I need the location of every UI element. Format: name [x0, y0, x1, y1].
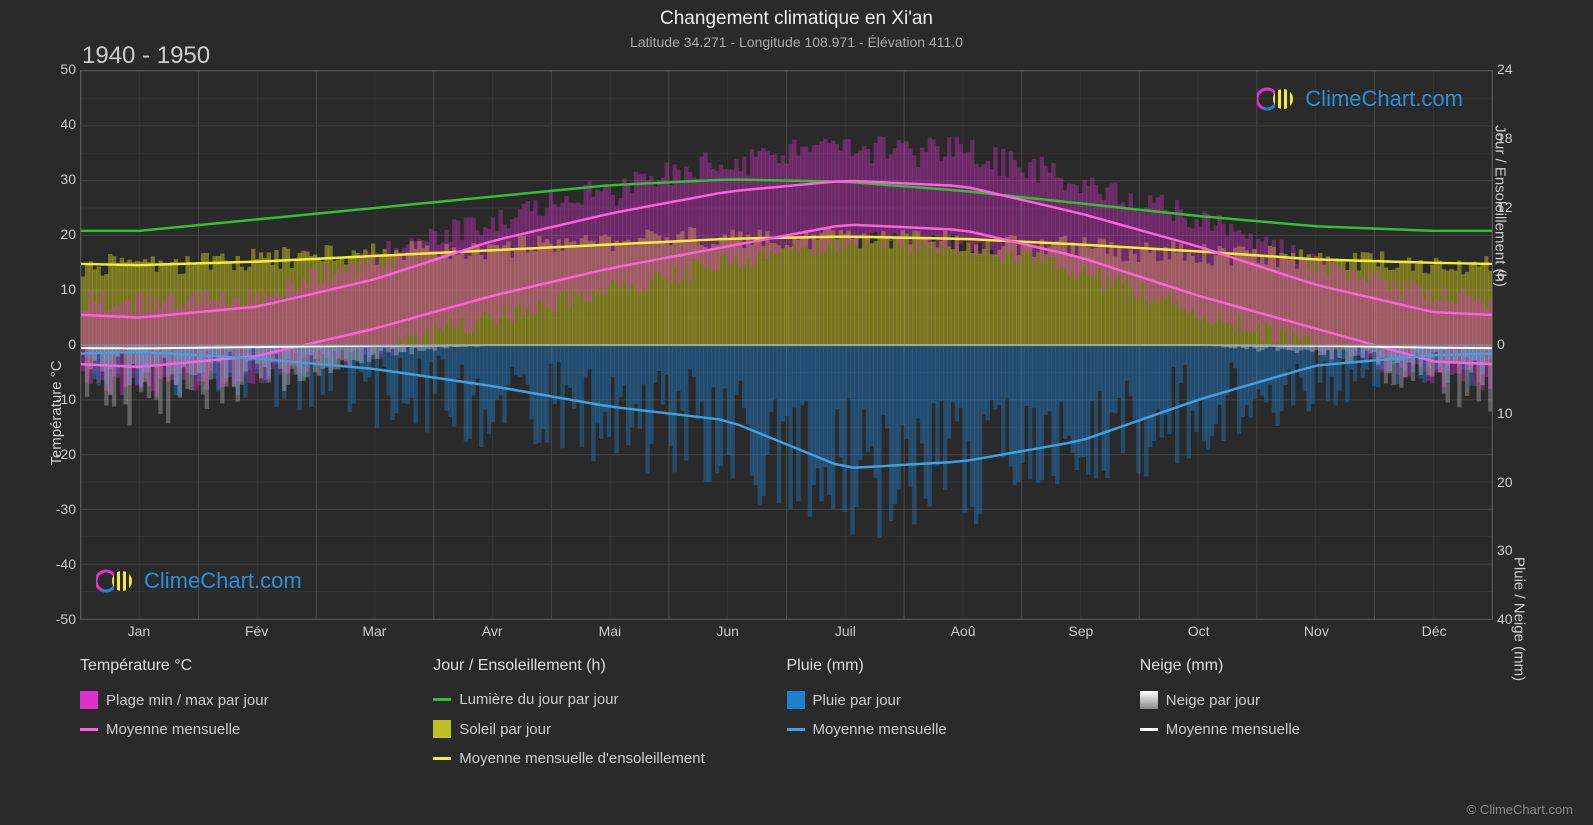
legend-item-sunshine-avg: Moyenne mensuelle d'ensoleillement — [433, 750, 786, 767]
month-label: Avr — [482, 623, 503, 639]
y-left-tick: -50 — [56, 611, 76, 627]
y-left-tick: 0 — [68, 336, 76, 352]
legend-header-sun: Jour / Ensoleillement (h) — [433, 657, 786, 675]
legend-line-sunshine-avg — [433, 757, 451, 760]
y-left-tick: 30 — [60, 171, 76, 187]
legend-item-sunshine-fill: Soleil par jour — [433, 720, 786, 738]
climate-chart: Changement climatique en Xi'an Latitude … — [0, 0, 1593, 825]
legend-item-snow-avg: Moyenne mensuelle — [1140, 721, 1493, 738]
month-label: Jun — [716, 623, 739, 639]
watermark-text: ClimeChart.com — [144, 568, 302, 594]
climechart-logo-icon — [96, 567, 136, 595]
y-right-top-tick: 0 — [1497, 336, 1505, 352]
legend-label: Plage min / max par jour — [106, 692, 269, 709]
legend-header-rain: Pluie (mm) — [787, 657, 1140, 675]
legend-label: Moyenne mensuelle — [1166, 721, 1300, 738]
watermark-bottom: ClimeChart.com — [96, 567, 302, 595]
y-left-tick: -10 — [56, 391, 76, 407]
legend-swatch-rain — [787, 691, 805, 709]
legend-item-rain-avg: Moyenne mensuelle — [787, 721, 1140, 738]
y-left-tick: -20 — [56, 446, 76, 462]
month-label: Oct — [1188, 623, 1210, 639]
legend-label: Moyenne mensuelle — [813, 721, 947, 738]
legend-label: Moyenne mensuelle — [106, 721, 240, 738]
legend-header-temp: Température °C — [80, 657, 433, 675]
y-right-top-tick: 24 — [1497, 61, 1513, 77]
y-right-top-tick: 12 — [1497, 199, 1513, 215]
month-label: Déc — [1422, 623, 1447, 639]
legend-col-temp: Température °C Plage min / max par jour … — [80, 657, 433, 807]
legend-line-daylight — [433, 698, 451, 701]
y-right-bottom-tick: 40 — [1497, 611, 1513, 627]
watermark-text: ClimeChart.com — [1305, 86, 1463, 112]
legend-line-rain-avg — [787, 728, 805, 731]
y-axis-left-ticks: -50-40-30-20-1001020304050 — [40, 70, 78, 620]
legend-label: Lumière du jour par jour — [459, 691, 618, 708]
legend-header-snow: Neige (mm) — [1140, 657, 1493, 675]
y-left-tick: 40 — [60, 116, 76, 132]
legend-col-rain: Pluie (mm) Pluie par jour Moyenne mensue… — [787, 657, 1140, 807]
y-right-top-tick: 18 — [1497, 130, 1513, 146]
y-left-tick: -40 — [56, 556, 76, 572]
legend-line-temp-avg — [80, 728, 98, 731]
x-axis-months: Jan Fév Mar Avr Mai Jun Juil Aoû Sep Oct Nov Déc — [80, 623, 1493, 645]
y-right-bottom-tick: 10 — [1497, 405, 1513, 421]
legend-item-daylight: Lumière du jour par jour — [433, 691, 786, 708]
month-label: Jan — [128, 623, 151, 639]
year-range: 1940 - 1950 — [82, 42, 210, 70]
watermark-top: ClimeChart.com — [1257, 85, 1463, 113]
y-left-tick: 50 — [60, 61, 76, 77]
legend-label: Soleil par jour — [459, 721, 551, 738]
y-right-bottom-tick: 20 — [1497, 474, 1513, 490]
y-axis-right-ticks: 0612182410203040 — [1495, 70, 1533, 620]
y-right-top-tick: 6 — [1497, 267, 1505, 283]
legend-item-temp-range: Plage min / max par jour — [80, 691, 433, 709]
legend-line-snow-avg — [1140, 728, 1158, 731]
month-label: Mai — [599, 623, 622, 639]
legend-item-snow-fill: Neige par jour — [1140, 691, 1493, 709]
legend-label: Neige par jour — [1166, 692, 1260, 709]
legend-swatch-snow — [1140, 691, 1158, 709]
legend-swatch-sunshine — [433, 720, 451, 738]
month-label: Aoû — [951, 623, 976, 639]
legend: Température °C Plage min / max par jour … — [80, 657, 1493, 807]
y-left-tick: 10 — [60, 281, 76, 297]
chart-title: Changement climatique en Xi'an — [0, 0, 1593, 30]
y-right-bottom-tick: 30 — [1497, 542, 1513, 558]
y-left-tick: 20 — [60, 226, 76, 242]
legend-col-sun: Jour / Ensoleillement (h) Lumière du jou… — [433, 657, 786, 807]
legend-item-temp-avg: Moyenne mensuelle — [80, 721, 433, 738]
month-label: Fév — [245, 623, 268, 639]
plot-svg — [81, 71, 1492, 619]
copyright: © ClimeChart.com — [1467, 802, 1573, 817]
climechart-logo-icon — [1257, 85, 1297, 113]
month-label: Nov — [1304, 623, 1329, 639]
month-label: Sep — [1068, 623, 1093, 639]
month-label: Juil — [835, 623, 856, 639]
y-left-tick: -30 — [56, 501, 76, 517]
legend-item-rain-fill: Pluie par jour — [787, 691, 1140, 709]
legend-label: Pluie par jour — [813, 692, 901, 709]
chart-subtitle: Latitude 34.271 - Longitude 108.971 - Él… — [0, 30, 1593, 50]
plot-area — [80, 70, 1493, 620]
legend-swatch-temp-range — [80, 691, 98, 709]
month-label: Mar — [362, 623, 386, 639]
legend-col-snow: Neige (mm) Neige par jour Moyenne mensue… — [1140, 657, 1493, 807]
legend-label: Moyenne mensuelle d'ensoleillement — [459, 750, 705, 767]
